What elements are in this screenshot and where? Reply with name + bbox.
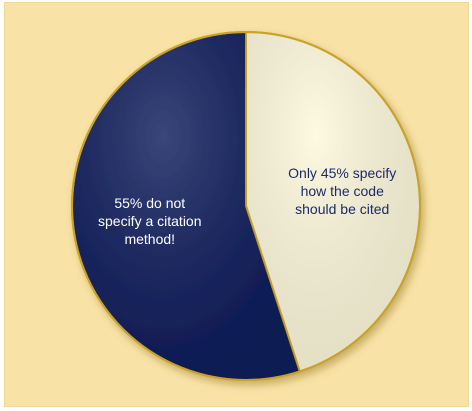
- pie-slice-label-line: should be cited: [295, 201, 389, 217]
- pie-slice-label-0: Only 45% specify how the code should be ci…: [288, 165, 396, 217]
- pie-slice-label-line: Only 45% specify: [288, 165, 396, 181]
- pie-slice-label-line: method!: [124, 231, 175, 247]
- pie-slices: [71, 30, 422, 381]
- pie-slice-label-line: specify a citation: [98, 213, 202, 229]
- pie-slice-shine-0: [246, 32, 420, 372]
- pie-slice-label-line: how the code: [301, 183, 384, 199]
- pie-slice-shine-1: [71, 32, 300, 380]
- pie-slice-label-line: 55% do not: [114, 195, 185, 211]
- pie-slice-label-1: 55% do not specify a citation method!: [98, 195, 202, 247]
- pie-labels: Only 45% specify how the code should be ci…: [98, 165, 396, 247]
- pie-rim: [71, 31, 421, 381]
